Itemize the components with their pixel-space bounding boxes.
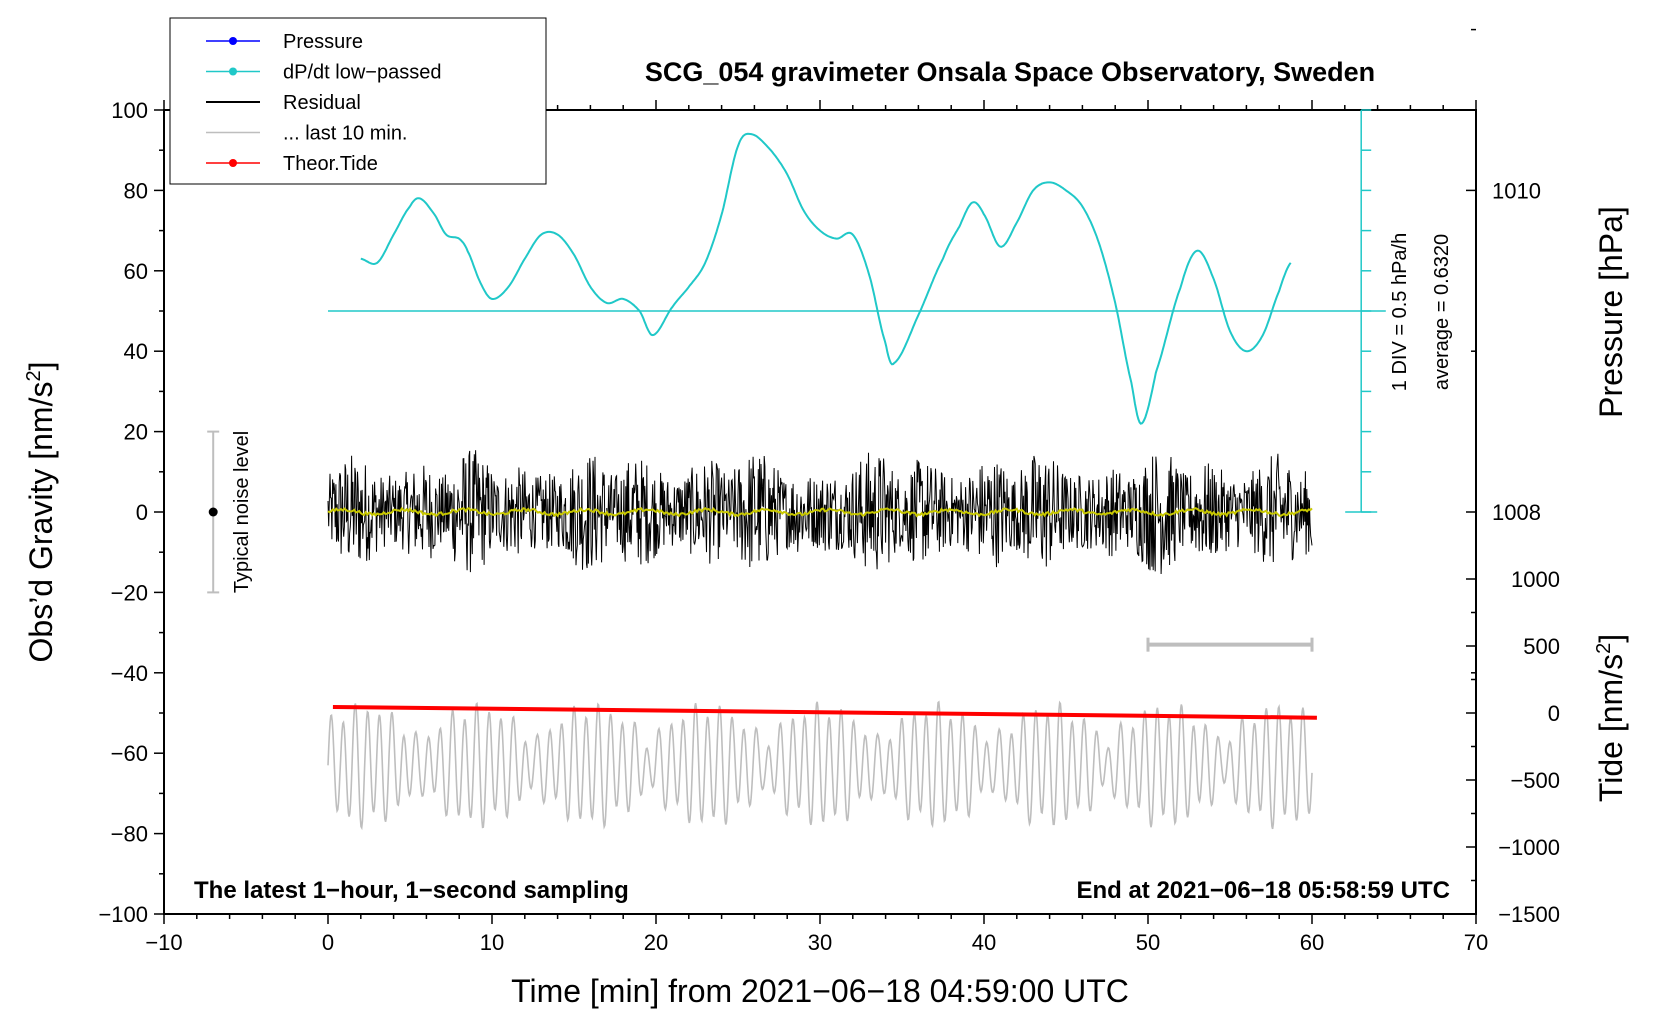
y-axis-left: 100 80 60 40 20 0 −20 −40 −60 −80 −100 [98,98,164,927]
y-tick-label: −100 [98,902,148,927]
tide-tick-label: 0 [1548,701,1560,726]
last10-bar-layer [1146,637,1314,652]
legend-label: dP/dt low−passed [283,62,441,84]
pressure-tick-label: 1010 [1492,178,1541,203]
x-tick-label: 30 [808,930,832,955]
legend-marker [229,37,237,45]
legend-marker [229,159,237,167]
chart-title: SCG_054 gravimeter Onsala Space Observat… [645,57,1375,87]
y-tick-label: 60 [124,259,148,284]
y-tick-label: 20 [124,420,148,445]
noise-level-label: Typical noise level [231,431,253,593]
residual-smoothed-layer [327,506,1313,518]
x-axis: −10 0 10 20 30 40 50 60 70 [145,100,1488,955]
residual-smoothed-line [327,506,1313,518]
y-tick-label: 0 [136,500,148,525]
legend-label: Theor.Tide [283,153,378,175]
y-axis-tide-title: Tide [nm/s2] [1593,634,1629,802]
tide-tick-label: 500 [1523,634,1560,659]
y-tick-label: 80 [124,178,148,203]
x-tick-label: 70 [1464,930,1488,955]
y-tick-label: −80 [111,822,148,847]
noise-bar-point [208,507,218,517]
residual-series-layer [327,450,1313,575]
annotation-bottom-right: End at 2021−06−18 05:58:59 UTC [1076,877,1450,904]
y-axis-right-tide: 1000 500 0 −500 −1000 −1500 [1466,567,1560,927]
x-tick-label: 0 [322,930,334,955]
x-tick-label: 20 [644,930,668,955]
legend-marker [229,67,237,76]
x-tick-label: 50 [1136,930,1160,955]
dpdt-series-layer [360,132,1292,425]
tide-line [332,704,1317,720]
last10-line [327,700,1313,831]
dpdt-line [360,132,1292,425]
legend: Pressure dP/dt low−passed Residual ... last… [169,17,547,185]
tide-tick-label: −1500 [1498,902,1560,927]
y-tick-label: −20 [111,580,148,605]
y-axis-right-pressure: 1014101210101008 [1466,28,1541,674]
dpdt-average-label: average = 0.6320 [1431,234,1453,390]
y-axis-pressure-title: Pressure [hPa] [1593,206,1629,418]
tide-tick-label: −500 [1510,768,1560,793]
annotation-bottom-left: The latest 1−hour, 1−second sampling [194,877,629,904]
dpdt-scale-label: 1 DIV = 0.5 hPa/h [1389,233,1411,391]
residual-line [327,450,1313,575]
x-tick-label: 60 [1300,930,1324,955]
y-tick-label: −40 [111,661,148,686]
tide-series-layer [332,704,1317,720]
y-tick-label: 100 [111,98,148,123]
y-tick-label: −60 [111,741,148,766]
last10-series-layer [327,700,1313,831]
legend-label: ... last 10 min. [283,123,408,145]
x-axis-title: Time [min] from 2021−06−18 04:59:00 UTC [511,973,1129,1009]
legend-label: Residual [283,92,361,114]
noise-bar-layer [207,430,220,594]
tide-tick-label: 1000 [1511,567,1560,592]
tide-tick-label: −1000 [1498,835,1560,860]
y-axis-left-title: Obs’d Gravity [nm/s2] [23,362,59,663]
dpdt-scale-bar-layer [1345,109,1378,513]
legend-label: Pressure [283,31,363,53]
x-tick-label: 40 [972,930,996,955]
legend-entries: Pressure dP/dt low−passed Residual ... last… [206,31,441,175]
pressure-tick-label: 1008 [1492,500,1541,525]
x-tick-label: −10 [145,930,182,955]
x-tick-label: 10 [480,930,504,955]
y-tick-label: 40 [124,339,148,364]
